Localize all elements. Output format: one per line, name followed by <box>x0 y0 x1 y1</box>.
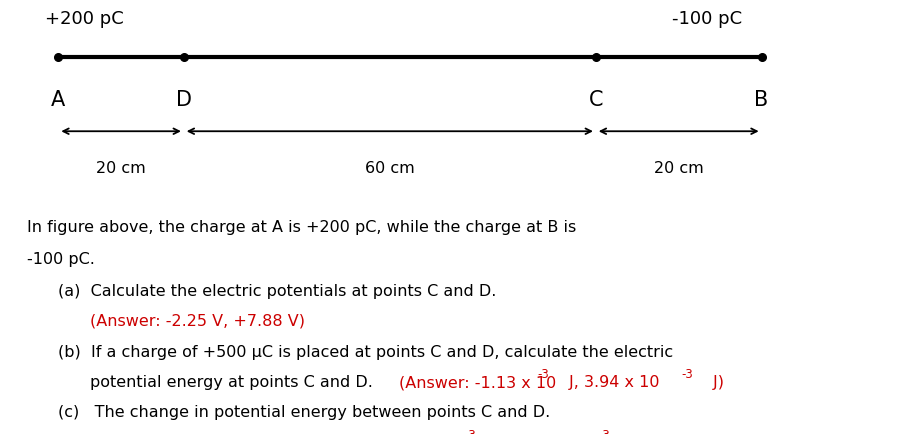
Text: (Answer: -1.13 x 10: (Answer: -1.13 x 10 <box>399 375 556 389</box>
Text: 20 cm: 20 cm <box>96 161 146 176</box>
Text: C: C <box>589 89 603 109</box>
Text: (b)  If a charge of +500 μC is placed at points C and D, calculate the electric: (b) If a charge of +500 μC is placed at … <box>58 345 674 359</box>
Text: (c)   The change in potential energy between points C and D.: (c) The change in potential energy betwe… <box>58 404 550 419</box>
Text: J, 3.94 x 10: J, 3.94 x 10 <box>565 375 660 389</box>
Text: potential energy at points C and D.: potential energy at points C and D. <box>90 375 373 389</box>
Text: 60 cm: 60 cm <box>365 161 415 176</box>
Text: D: D <box>175 89 192 109</box>
Text: B: B <box>754 89 769 109</box>
Text: In figure above, the charge at A is +200 pC, while the charge at B is: In figure above, the charge at A is +200… <box>27 219 577 234</box>
Text: -100 pC: -100 pC <box>672 10 742 28</box>
Text: -100 pC.: -100 pC. <box>27 251 95 266</box>
Text: (a)  Calculate the electric potentials at points C and D.: (a) Calculate the electric potentials at… <box>58 283 497 298</box>
Text: -3: -3 <box>681 367 693 380</box>
Text: -3: -3 <box>464 428 476 434</box>
Text: -3: -3 <box>599 428 611 434</box>
Text: (Answer: -2.25 V, +7.88 V): (Answer: -2.25 V, +7.88 V) <box>90 312 304 328</box>
Text: J): J) <box>707 375 724 389</box>
Text: -3: -3 <box>537 367 549 380</box>
Text: A: A <box>51 89 66 109</box>
Text: 20 cm: 20 cm <box>654 161 704 176</box>
Text: +200 pC: +200 pC <box>45 10 123 28</box>
